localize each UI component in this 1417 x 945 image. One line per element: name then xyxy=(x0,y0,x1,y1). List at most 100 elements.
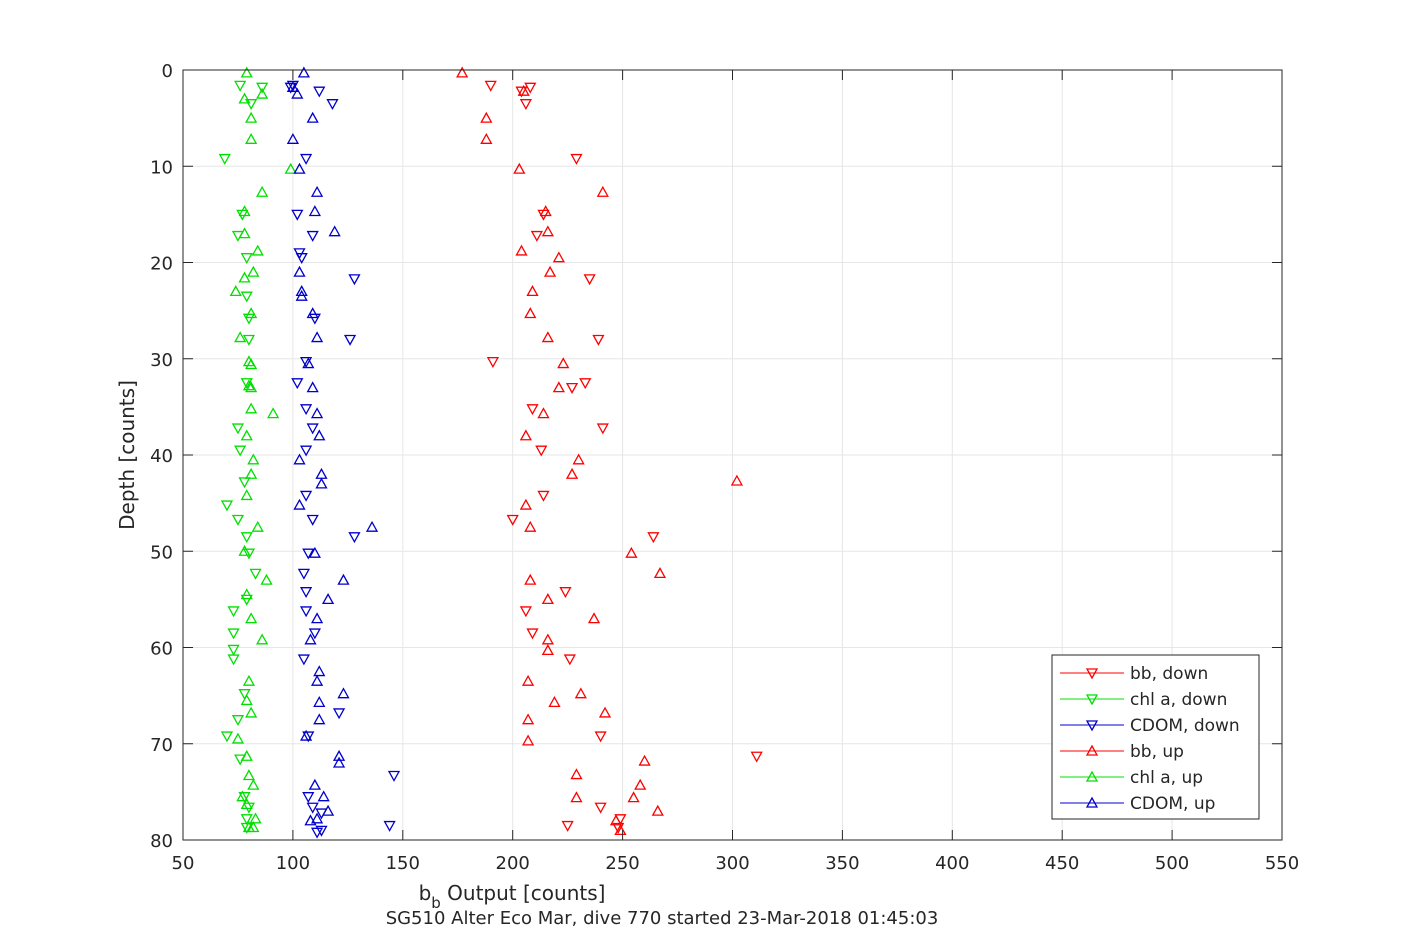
data-point-up-marker xyxy=(480,111,493,123)
data-point-up-marker xyxy=(238,92,251,104)
x-tick-label: 350 xyxy=(825,853,859,874)
data-point-down-marker xyxy=(242,548,256,560)
data-point-up-marker xyxy=(513,162,526,174)
legend-marker xyxy=(1085,668,1099,680)
data-point-down-marker xyxy=(524,82,537,94)
data-point-up-marker xyxy=(286,132,300,144)
data-point-down-marker xyxy=(519,606,532,618)
data-point-down-marker xyxy=(295,253,308,265)
data-point-up-marker xyxy=(548,696,561,708)
data-point-up-marker xyxy=(730,474,744,486)
data-point-up-marker xyxy=(240,489,253,501)
data-point-down-marker xyxy=(299,587,313,599)
legend-marker xyxy=(1085,694,1099,706)
data-point-up-marker xyxy=(521,713,535,725)
data-point-up-marker xyxy=(321,804,335,816)
x-axis-label: bb Output [counts] xyxy=(419,881,606,912)
data-point-down-marker xyxy=(256,82,269,94)
data-point-up-marker xyxy=(293,162,306,174)
data-point-down-marker xyxy=(231,514,245,526)
data-point-up-marker xyxy=(234,331,247,343)
data-point-down-marker xyxy=(308,628,321,640)
data-point-up-marker xyxy=(310,185,324,197)
data-point-down-marker xyxy=(594,802,607,814)
data-point-up-marker xyxy=(337,573,350,585)
figure-caption: SG510 Alter Eco Mar, dive 770 started 23… xyxy=(386,908,939,929)
data-point-up-marker xyxy=(247,821,260,833)
data-point-up-marker xyxy=(242,769,256,781)
data-point-down-marker xyxy=(227,628,240,640)
data-point-up-marker xyxy=(541,593,554,605)
data-point-up-marker xyxy=(238,227,251,239)
data-point-up-marker xyxy=(317,790,330,802)
series-5 xyxy=(286,66,379,826)
data-point-down-marker xyxy=(559,587,572,599)
data-point-down-marker xyxy=(220,731,234,743)
data-point-up-marker xyxy=(653,567,667,579)
data-point-down-marker xyxy=(299,490,313,502)
data-point-down-marker xyxy=(227,606,240,618)
data-point-up-marker xyxy=(570,768,583,780)
data-point-up-marker xyxy=(249,812,262,824)
data-point-down-marker xyxy=(383,820,396,832)
data-point-up-marker xyxy=(286,80,300,92)
data-point-down-marker xyxy=(315,825,328,837)
legend-label: bb, down xyxy=(1130,664,1208,684)
data-point-up-marker xyxy=(337,687,350,699)
data-point-up-marker xyxy=(293,265,306,277)
data-point-up-marker xyxy=(651,804,664,816)
data-point-up-marker xyxy=(541,331,554,343)
data-point-up-marker xyxy=(247,778,260,790)
data-point-up-marker xyxy=(240,66,253,78)
data-point-up-marker xyxy=(251,520,264,532)
data-point-down-marker xyxy=(240,378,253,390)
data-point-up-marker xyxy=(480,132,493,144)
data-point-up-marker xyxy=(304,633,317,645)
legend-box xyxy=(1051,654,1260,820)
x-tick-label: 500 xyxy=(1155,853,1189,874)
data-point-down-marker xyxy=(231,715,245,727)
data-point-down-marker xyxy=(299,606,313,618)
data-point-down-marker xyxy=(291,209,304,221)
data-point-up-marker xyxy=(332,756,346,768)
data-point-down-marker xyxy=(563,654,576,666)
data-point-down-marker xyxy=(535,445,548,457)
data-point-up-marker xyxy=(328,225,341,237)
data-point-up-marker xyxy=(519,498,532,510)
data-point-up-marker xyxy=(634,778,647,790)
data-point-up-marker xyxy=(242,379,256,391)
data-point-up-marker xyxy=(541,225,554,237)
y-tick-label: 20 xyxy=(150,254,173,275)
data-point-up-marker xyxy=(302,357,315,369)
data-point-down-marker xyxy=(515,86,528,98)
x-tick-label: 100 xyxy=(276,853,310,874)
x-axis-ticks: 50 100 150 200 250 300 350 400 450 500 550 xyxy=(172,70,1299,874)
y-tick-label: 70 xyxy=(150,735,173,756)
data-point-down-marker xyxy=(220,500,234,512)
x-tick-label: 400 xyxy=(935,853,969,874)
data-point-up-marker xyxy=(304,814,317,826)
data-point-up-marker xyxy=(614,824,627,836)
data-point-down-marker xyxy=(245,99,258,111)
data-point-down-marker xyxy=(592,334,605,346)
data-point-up-marker xyxy=(245,132,258,144)
data-point-down-marker xyxy=(302,731,315,743)
data-point-up-marker xyxy=(240,694,253,706)
y-tick-label: 0 xyxy=(162,61,173,82)
data-point-up-marker xyxy=(310,812,324,824)
data-point-up-marker xyxy=(517,84,530,96)
data-point-down-marker xyxy=(306,802,319,814)
data-point-up-marker xyxy=(609,814,623,826)
x-tick-label: 550 xyxy=(1265,853,1299,874)
data-point-up-marker xyxy=(565,467,579,479)
data-point-up-marker xyxy=(310,331,324,343)
data-point-up-marker xyxy=(245,402,258,414)
data-point-up-marker xyxy=(515,244,528,256)
data-point-up-marker xyxy=(587,612,601,624)
data-point-up-marker xyxy=(251,244,264,256)
data-point-down-marker xyxy=(240,594,253,606)
data-point-down-marker xyxy=(234,445,247,457)
legend-label: CDOM, up xyxy=(1130,794,1215,814)
data-point-up-marker xyxy=(557,357,570,369)
